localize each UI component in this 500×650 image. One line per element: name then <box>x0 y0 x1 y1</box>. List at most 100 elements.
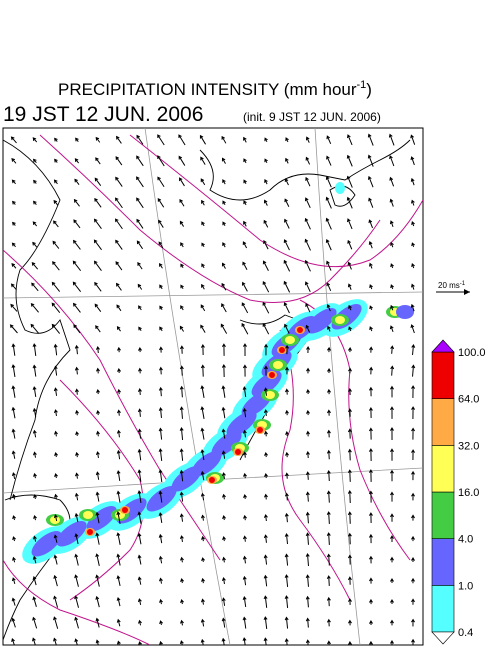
init-time: (init. 9 JST 12 JUN. 2006) <box>243 110 381 124</box>
wind-arrow <box>346 175 353 188</box>
wind-arrow <box>11 428 16 439</box>
rain-red <box>235 449 241 455</box>
wind-arrow <box>369 262 373 269</box>
wind-arrow <box>137 469 142 482</box>
wind-arrow <box>389 198 394 207</box>
wind-scale-label: 20 ms-1 <box>438 281 466 290</box>
wind-arrow <box>200 344 205 356</box>
wind-arrow <box>117 640 121 645</box>
wind-arrow <box>222 536 226 542</box>
wind-arrow <box>390 385 394 398</box>
valid-time: 19 JST 12 JUN. 2006 <box>3 103 203 126</box>
wind-arrow <box>411 242 415 248</box>
wind-arrow <box>33 472 37 479</box>
wind-arrow <box>326 553 331 566</box>
wind-arrow <box>75 409 79 416</box>
wind-arrow <box>285 451 289 458</box>
wind-arrow <box>180 556 184 563</box>
wind-arrow <box>325 238 332 251</box>
wind-arrow <box>52 261 60 271</box>
wind-arrow <box>326 260 332 271</box>
wind-arrow <box>96 367 100 374</box>
wind-arrow <box>367 154 374 167</box>
wind-arrow <box>115 239 123 250</box>
wind-arrow <box>116 409 121 416</box>
wind-arrow <box>368 512 373 523</box>
wind-arrow <box>263 240 269 250</box>
wind-arrow <box>263 554 268 565</box>
legend-label: 64.0 <box>458 394 479 406</box>
wind-arrow <box>10 303 18 312</box>
wind-arrow <box>347 511 352 524</box>
wind-arrow <box>11 385 16 398</box>
rain-red <box>297 327 303 333</box>
wind-arrow <box>159 262 163 269</box>
wind-arrow <box>222 556 226 563</box>
wind-arrow <box>347 490 352 504</box>
wind-arrow <box>347 554 352 565</box>
wind-arrow <box>136 218 144 229</box>
wind-arrow <box>243 472 247 479</box>
wind-arrow <box>179 640 184 645</box>
wind-scale-head <box>464 289 470 295</box>
wind-arrow <box>411 263 415 269</box>
wind-arrow <box>221 157 226 164</box>
wind-arrow <box>75 137 79 143</box>
wind-arrow <box>326 429 331 438</box>
wind-arrow <box>284 553 289 566</box>
wind-arrow <box>74 595 79 608</box>
wind-arrow <box>95 346 100 354</box>
wind-arrow <box>411 470 416 481</box>
wind-arrow <box>285 431 289 437</box>
wind-arrow <box>137 262 143 270</box>
rain-blue <box>191 451 222 477</box>
wind-arrow <box>11 343 16 356</box>
wind-arrow <box>32 637 36 645</box>
wind-arrow <box>54 137 58 142</box>
wind-arrow <box>95 157 101 165</box>
wind-arrow <box>390 304 394 311</box>
wind-arrow <box>305 553 310 567</box>
wind-arrow <box>241 281 248 292</box>
wind-arrow <box>241 302 249 314</box>
wind-arrow <box>201 535 205 542</box>
wind-arrow <box>72 260 82 272</box>
wind-arrow <box>200 638 205 645</box>
wind-arrow <box>74 638 79 645</box>
wind-arrow <box>283 302 290 314</box>
wind-scale-exp: -1 <box>460 281 466 287</box>
wind-arrow <box>242 575 247 586</box>
wind-arrow <box>10 136 17 144</box>
wind-arrow <box>390 556 394 563</box>
wind-arrow <box>326 135 332 145</box>
wind-arrow <box>347 388 352 396</box>
wind-arrow <box>200 470 205 481</box>
wind-arrow <box>74 388 79 395</box>
wind-arrow <box>74 178 80 185</box>
wind-arrow <box>305 176 311 187</box>
wind-arrow <box>180 242 184 248</box>
wind-arrow <box>305 136 310 143</box>
wind-arrow <box>348 346 352 353</box>
wind-arrow <box>327 368 331 374</box>
wind-arrow <box>179 448 184 461</box>
wind-arrow <box>95 617 100 628</box>
wind-arrow <box>222 200 226 206</box>
wind-arrow <box>327 388 331 395</box>
wind-arrow <box>347 283 352 290</box>
wind-arrow <box>53 514 58 522</box>
wind-arrow <box>74 553 79 566</box>
wind-arrow <box>32 576 37 586</box>
wind-arrow <box>411 514 415 521</box>
wind-arrow <box>411 385 416 398</box>
map-frame <box>2 127 424 646</box>
wind-arrow <box>11 263 17 269</box>
wind-arrow <box>157 134 165 146</box>
wind-arrow <box>32 429 37 438</box>
wind-arrow <box>284 638 289 645</box>
wind-arrow <box>325 175 332 188</box>
wind-arrow <box>305 471 310 480</box>
wind-arrow <box>159 620 163 626</box>
wind-arrow <box>74 158 80 164</box>
wind-arrow <box>159 305 163 310</box>
